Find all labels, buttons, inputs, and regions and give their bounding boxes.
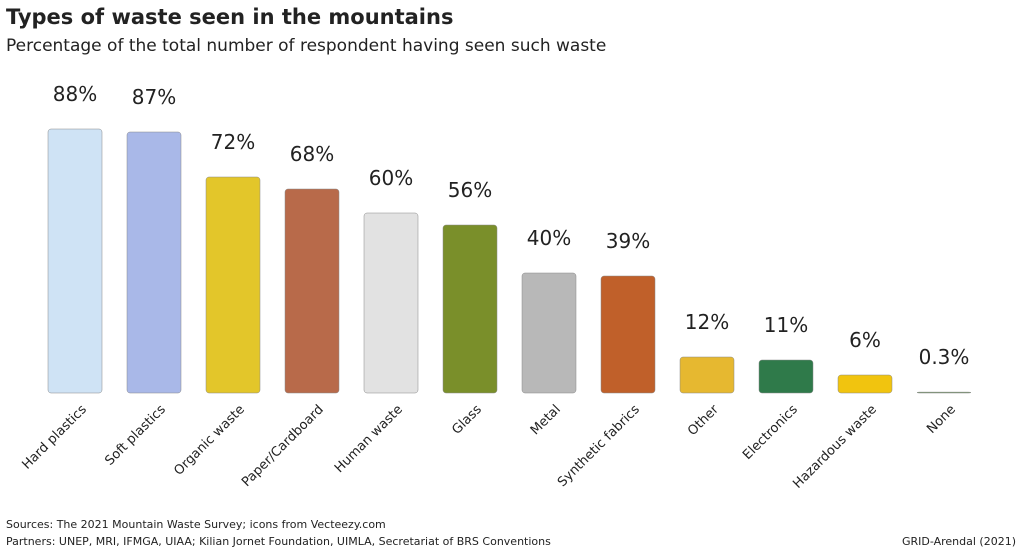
- value-label: 56%: [448, 178, 492, 202]
- bar: [284, 188, 340, 394]
- bar: [916, 391, 972, 394]
- value-label: 12%: [685, 310, 729, 334]
- bar: [679, 356, 735, 394]
- x-tick-label: Paper/Cardboard: [239, 402, 327, 490]
- value-label: 40%: [527, 226, 571, 250]
- value-label: 88%: [53, 82, 97, 106]
- credit: GRID-Arendal (2021): [902, 535, 1016, 548]
- value-label: 87%: [132, 85, 176, 109]
- x-tick-label: None: [924, 402, 959, 437]
- value-label: 72%: [211, 130, 255, 154]
- partners-note: Partners: UNEP, MRI, IFMGA, UIAA; Kilian…: [6, 535, 551, 548]
- x-tick-label: Human waste: [332, 402, 406, 476]
- x-tick-label: Hard plastics: [19, 402, 89, 472]
- value-label: 6%: [849, 328, 881, 352]
- source-note: Sources: The 2021 Mountain Waste Survey;…: [6, 518, 386, 531]
- value-label: 68%: [290, 142, 334, 166]
- bar: [47, 128, 103, 394]
- value-label: 60%: [369, 166, 413, 190]
- x-tick-label: Other: [685, 402, 722, 439]
- bar: [363, 212, 419, 394]
- x-tick-label: Electronics: [740, 402, 801, 463]
- value-label: 0.3%: [919, 345, 970, 369]
- bar: [837, 374, 893, 394]
- bar: [205, 176, 261, 394]
- x-tick-label: Synthetic fabrics: [555, 402, 643, 490]
- x-tick-label: Soft plastics: [102, 402, 169, 469]
- value-label: 39%: [606, 229, 650, 253]
- bar: [521, 272, 577, 394]
- bar: [442, 224, 498, 394]
- value-label: 11%: [764, 313, 808, 337]
- x-tick-label: Hazardous waste: [790, 402, 879, 491]
- bar: [758, 359, 814, 394]
- bar: [126, 131, 182, 394]
- chart-title: Types of waste seen in the mountains: [6, 5, 453, 29]
- bar: [600, 275, 656, 394]
- x-tick-label: Organic waste: [171, 402, 247, 478]
- x-tick-label: Metal: [528, 402, 564, 438]
- chart-subtitle: Percentage of the total number of respon…: [6, 36, 606, 56]
- x-tick-label: Glass: [449, 402, 485, 438]
